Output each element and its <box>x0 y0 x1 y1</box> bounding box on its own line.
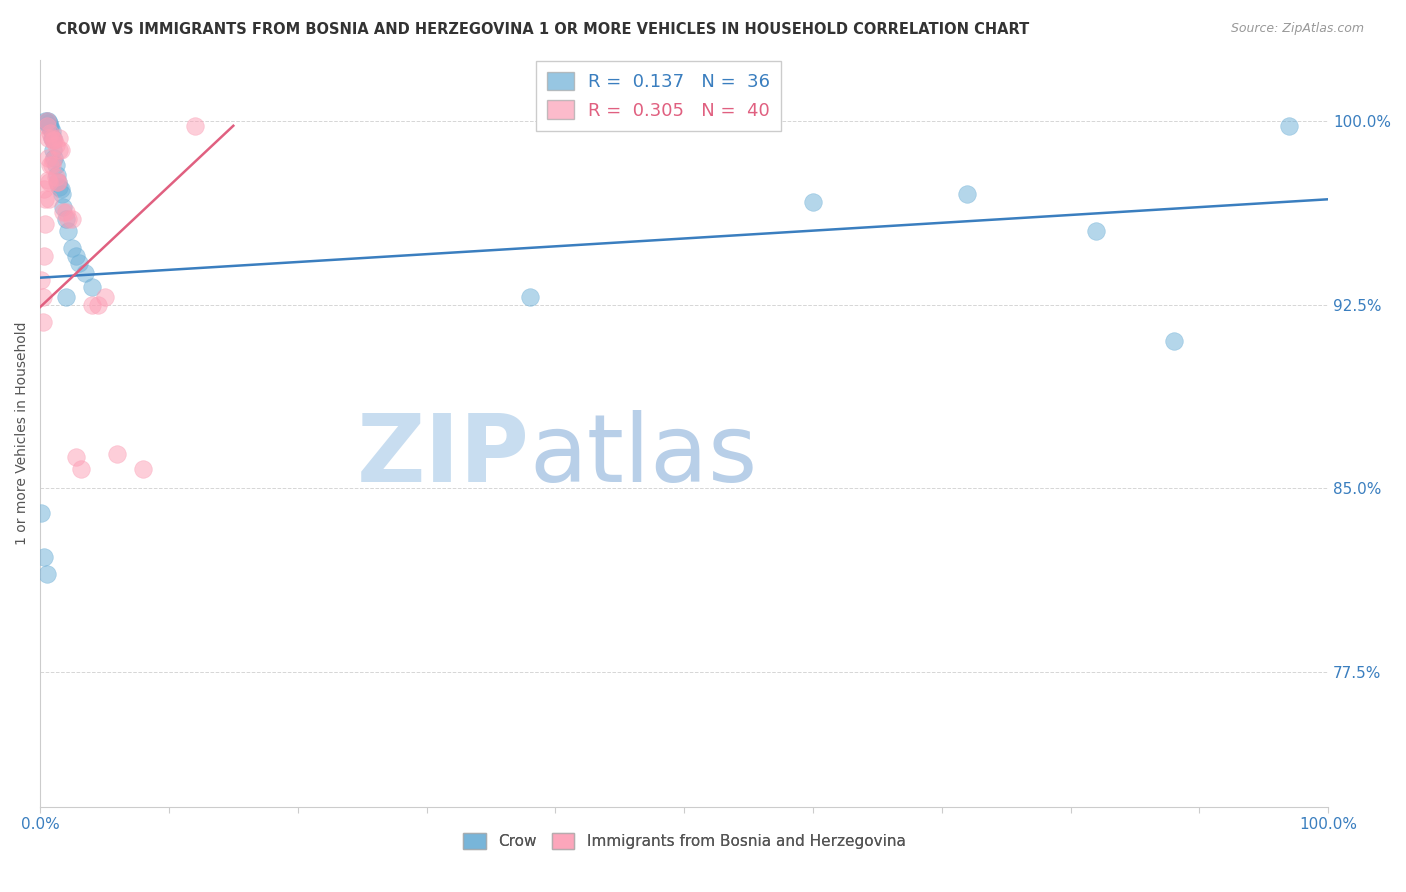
Point <box>1278 119 1301 133</box>
Point <box>1163 334 1185 349</box>
Point <box>42 133 65 147</box>
Point <box>105 447 128 461</box>
Point <box>45 175 67 189</box>
Point <box>30 506 52 520</box>
Point <box>45 138 67 153</box>
Point <box>37 113 59 128</box>
Point <box>39 119 62 133</box>
Point <box>38 175 60 189</box>
Point <box>37 131 59 145</box>
Point <box>80 280 103 294</box>
Text: Source: ZipAtlas.com: Source: ZipAtlas.com <box>1230 22 1364 36</box>
Point <box>67 256 90 270</box>
Point <box>44 151 66 165</box>
Point <box>41 123 63 137</box>
Point <box>32 549 55 564</box>
Point <box>38 192 60 206</box>
Point <box>49 182 72 196</box>
Point <box>45 158 67 172</box>
Point <box>39 126 62 140</box>
Point <box>60 211 83 226</box>
Point <box>35 113 58 128</box>
Text: ZIP: ZIP <box>357 409 530 501</box>
Point <box>55 211 77 226</box>
Point <box>801 194 824 209</box>
Point <box>1085 224 1108 238</box>
Point <box>44 133 66 147</box>
Point <box>75 266 97 280</box>
Point <box>65 450 87 464</box>
Point <box>52 204 75 219</box>
Point <box>70 462 93 476</box>
Point <box>34 217 56 231</box>
Point <box>58 211 80 226</box>
Point <box>34 192 56 206</box>
Point <box>65 249 87 263</box>
Point <box>35 119 58 133</box>
Point <box>38 116 60 130</box>
Point <box>35 567 58 582</box>
Point <box>55 290 77 304</box>
Point <box>58 224 80 238</box>
Point <box>48 143 70 157</box>
Point <box>183 119 205 133</box>
Point <box>42 143 65 157</box>
Point <box>39 158 62 172</box>
Point <box>46 175 69 189</box>
Point <box>45 168 67 182</box>
Point <box>42 131 65 145</box>
Point <box>30 273 52 287</box>
Point <box>31 290 53 304</box>
Point <box>48 180 70 194</box>
Point <box>956 187 979 202</box>
Point <box>37 151 59 165</box>
Legend: Crow, Immigrants from Bosnia and Herzegovina: Crow, Immigrants from Bosnia and Herzego… <box>457 827 911 855</box>
Point <box>132 462 155 476</box>
Point <box>93 290 115 304</box>
Text: CROW VS IMMIGRANTS FROM BOSNIA AND HERZEGOVINA 1 OR MORE VEHICLES IN HOUSEHOLD C: CROW VS IMMIGRANTS FROM BOSNIA AND HERZE… <box>56 22 1029 37</box>
Point <box>87 298 110 312</box>
Point <box>45 170 67 185</box>
Y-axis label: 1 or more Vehicles in Household: 1 or more Vehicles in Household <box>15 321 30 545</box>
Point <box>41 158 63 172</box>
Text: atlas: atlas <box>530 409 758 501</box>
Point <box>41 131 63 145</box>
Point <box>32 182 55 196</box>
Point <box>34 113 56 128</box>
Point <box>46 175 69 189</box>
Point <box>42 153 65 167</box>
Point <box>49 143 72 157</box>
Point <box>519 290 541 304</box>
Point <box>52 200 75 214</box>
Point <box>41 131 63 145</box>
Point <box>37 172 59 186</box>
Point <box>48 131 70 145</box>
Point <box>51 187 73 202</box>
Point <box>80 298 103 312</box>
Point <box>38 119 60 133</box>
Point <box>55 204 77 219</box>
Point <box>35 113 58 128</box>
Point <box>39 121 62 136</box>
Point <box>60 241 83 255</box>
Point <box>31 315 53 329</box>
Point <box>32 249 55 263</box>
